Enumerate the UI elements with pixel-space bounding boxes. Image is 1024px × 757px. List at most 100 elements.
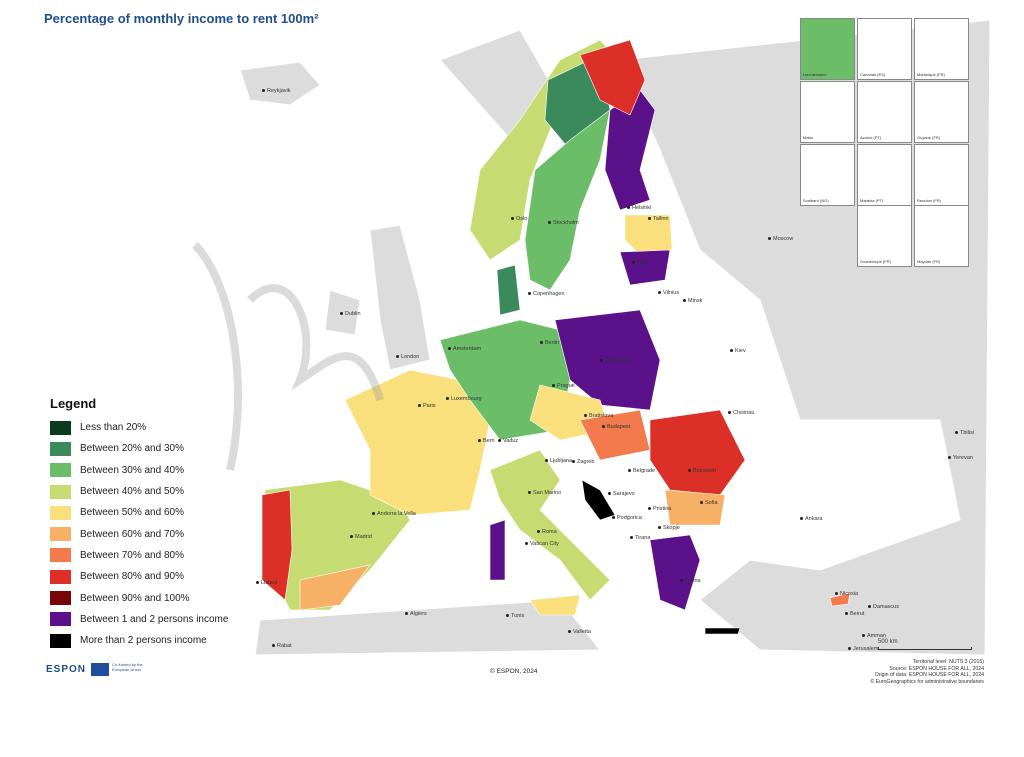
city-label: Pristina <box>648 506 671 512</box>
legend-item: More than 2 persons income <box>50 630 228 651</box>
legend-swatch <box>50 612 71 627</box>
inset-map: Malta <box>800 81 855 143</box>
legend-swatch <box>50 548 71 563</box>
city-label: Tunis <box>506 613 524 619</box>
legend-item: Between 60% and 70% <box>50 523 228 544</box>
region-bulgaria <box>664 489 726 526</box>
city-label: Tbilisi <box>955 430 974 436</box>
inset-label: Mayotte (FR) <box>917 259 941 264</box>
legend-item: Between 90% and 100% <box>50 587 228 608</box>
city-label: Damascus <box>868 604 899 610</box>
legend-label: Between 70% and 80% <box>80 549 184 561</box>
city-label: Chisinau <box>728 410 754 416</box>
inset-map: Mayotte (FR) <box>914 205 969 267</box>
inset-map: Canarias (ES) <box>857 18 912 80</box>
region-france <box>344 369 491 516</box>
inset-label: Liechtenstein <box>803 72 827 77</box>
city-label: Tallinn <box>648 216 669 222</box>
legend-label: Between 1 and 2 persons income <box>80 613 229 625</box>
watermark <box>192 242 384 471</box>
region-finland <box>604 89 656 211</box>
inset-map: Svalbard (NO) <box>800 144 855 206</box>
city-label: Skopje <box>658 525 680 531</box>
regions <box>261 39 851 635</box>
inset-label: Acores (PT) <box>860 135 882 140</box>
region-crete <box>704 627 741 635</box>
inset-label: Guadeloupe (FR) <box>860 259 891 264</box>
city-label: Amman <box>862 633 886 639</box>
city-label: Zagreb <box>572 459 594 465</box>
inset-label: Canarias (ES) <box>860 72 886 77</box>
city-label: Vatican City <box>525 541 559 547</box>
inset-map: Guadeloupe (FR) <box>857 205 912 267</box>
legend-label: Between 60% and 70% <box>80 528 184 540</box>
scale-label: 500 km <box>878 639 898 645</box>
credit-line: © EuroGeographics for administrative bou… <box>870 678 984 685</box>
city-label: Riga <box>632 260 648 266</box>
city-label: Ljubljana <box>545 458 572 464</box>
espon-logo: ESPON <box>46 664 87 675</box>
legend-label: Less than 20% <box>80 422 147 434</box>
legend-label: Between 80% and 90% <box>80 571 184 583</box>
eu-cofunded-text: Co-funded by the European Union <box>112 662 143 672</box>
region-denmark <box>496 264 521 316</box>
city-label: Bratislava <box>584 413 613 419</box>
city-label: Bucuresti <box>688 468 716 474</box>
city-label: Belgrade <box>628 468 655 474</box>
city-label: Valletta <box>568 629 591 635</box>
city-label: Bern <box>478 438 495 444</box>
region-sweden <box>524 109 611 291</box>
map-title: Percentage of monthly income to rent 100… <box>44 11 319 26</box>
legend-swatch <box>50 420 71 435</box>
region-romania <box>649 409 746 496</box>
inset-label: Madeira (PT) <box>860 198 884 203</box>
legend-swatch <box>50 633 71 648</box>
legend-label: Between 20% and 30% <box>80 443 184 455</box>
copyright: © ESPON, 2024 <box>490 668 538 675</box>
legend-item: Between 50% and 60% <box>50 502 228 523</box>
inset-label: Martinique (FR) <box>917 72 945 77</box>
city-label: Budapest <box>602 424 630 430</box>
city-label: Lisboa <box>256 580 277 586</box>
legend-label: Between 50% and 60% <box>80 507 184 519</box>
legend-item: Between 70% and 80% <box>50 545 228 566</box>
legend-title: Legend <box>50 396 97 411</box>
city-label: Nicosia <box>835 591 858 597</box>
credits: Territorial level: NUTS 3 (2016) Source:… <box>870 659 984 685</box>
region-finland-north <box>579 39 646 116</box>
inset-label: Malta <box>803 135 813 140</box>
city-label: Warszawa <box>600 358 630 364</box>
city-label: Copenhagen <box>528 291 565 297</box>
city-label: Amsterdam <box>448 346 481 352</box>
legend-swatch <box>50 463 71 478</box>
city-label: Jerusalem <box>848 646 878 652</box>
inset-map: Liechtenstein <box>800 18 855 80</box>
city-label: Berlin <box>540 340 559 346</box>
legend-label: Between 40% and 50% <box>80 486 184 498</box>
city-label: Podgorica <box>612 515 642 521</box>
legend-swatch <box>50 591 71 606</box>
city-label: San Marino <box>528 490 561 496</box>
city-label: Yerevan <box>948 455 973 461</box>
city-label: Ankara <box>800 516 822 522</box>
legend-label: Between 30% and 40% <box>80 464 184 476</box>
legend-item: Between 20% and 30% <box>50 438 228 459</box>
legend-swatch <box>50 569 71 584</box>
legend-item: Between 80% and 90% <box>50 566 228 587</box>
city-label: Stockholm <box>548 220 579 226</box>
legend-swatch <box>50 441 71 456</box>
legend-item: Less than 20% <box>50 417 228 438</box>
inset-map: Acores (PT) <box>857 81 912 143</box>
legend: Legend Less than 20% Between 20% and 30% B… <box>50 396 228 651</box>
city-label: Luxembourg <box>446 396 482 402</box>
region-sardinia <box>489 519 506 581</box>
city-label: Paris <box>418 403 436 409</box>
city-label: Madrid <box>350 534 372 540</box>
city-label: Roma <box>537 529 557 535</box>
region-spain-south <box>299 564 371 611</box>
inset-map: Guyane (FR) <box>914 81 969 143</box>
legend-item: Between 1 and 2 persons income <box>50 609 228 630</box>
region-greece <box>649 534 701 611</box>
city-label: Beirut <box>845 611 864 617</box>
